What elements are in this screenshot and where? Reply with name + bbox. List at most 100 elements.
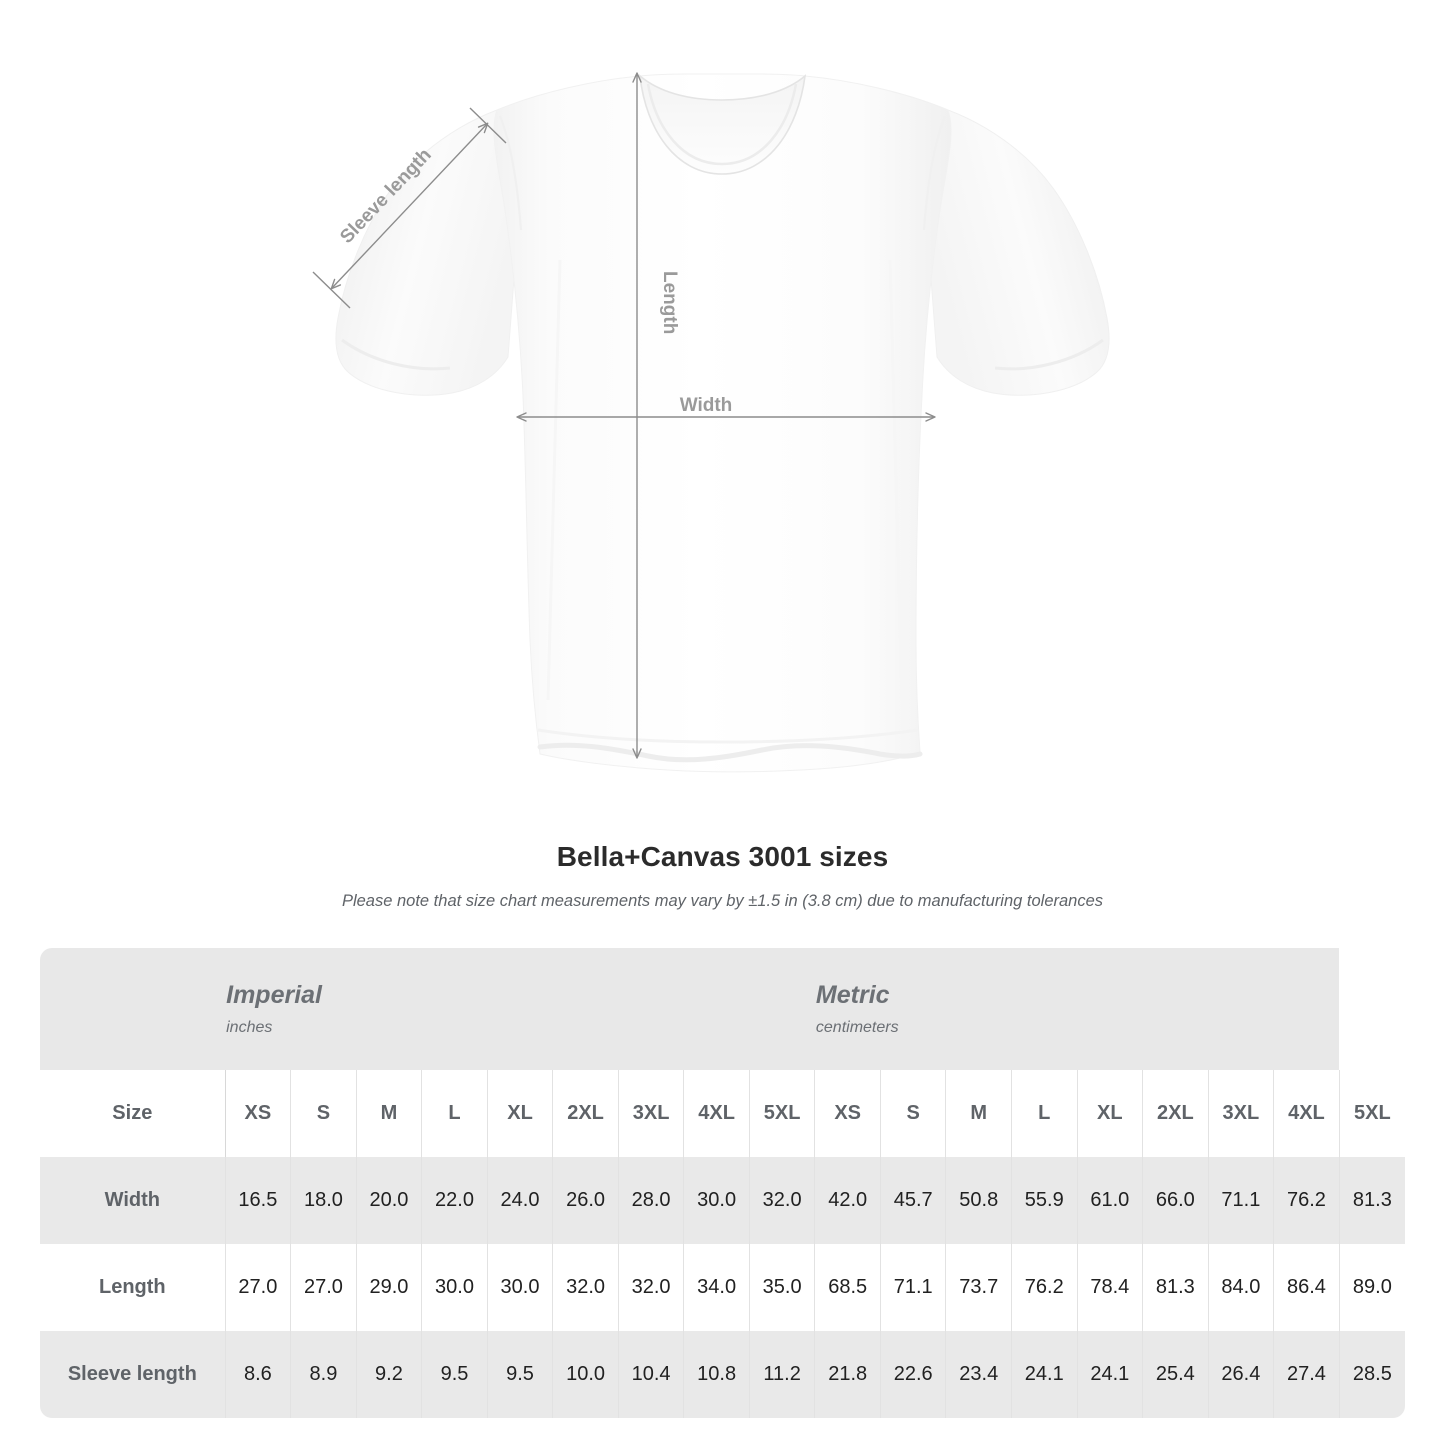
cell-width-16: 76.2 [1273,1157,1340,1244]
unit-band-spacer [40,948,226,1070]
cell-sleeve-11: 23.4 [945,1331,1012,1418]
cell-length-1: 27.0 [290,1244,357,1331]
cell-width-0: 16.5 [224,1157,291,1244]
sleeve-length-arrow [330,122,489,290]
cell-sleeve-2: 9.2 [355,1331,422,1418]
cell-length-15: 84.0 [1207,1244,1274,1331]
shirt-hem-line [537,728,919,744]
cell-width-3: 22.0 [421,1157,488,1244]
cell-sleeve-9: 21.8 [814,1331,881,1418]
size-table-container: Imperial inches Metric centimeters Size … [40,948,1405,1418]
cell-sleeve-3: 9.5 [421,1331,488,1418]
row-label-width: Width [40,1157,226,1244]
size-header-row: Size XS S M L XL 2XL 3XL 4XL 5XL XS S M … [40,1070,1405,1157]
size-col-10: S [879,1070,946,1157]
cell-width-2: 20.0 [355,1157,422,1244]
size-chart-heading: Bella+Canvas 3001 sizes Please note that… [0,840,1445,912]
tolerance-note: Please note that size chart measurements… [341,892,1104,910]
row-label-sleeve-length: Sleeve length [40,1331,226,1418]
cell-sleeve-7: 10.8 [683,1331,750,1418]
table-row: Length 27.0 27.0 29.0 30.0 30.0 32.0 32.… [40,1244,1405,1331]
tshirt-measurement-diagram: Sleeve length Length Width [312,72,1110,773]
cell-width-4: 24.0 [486,1157,553,1244]
width-dimension: Width [516,395,936,422]
size-col-13: XL [1076,1070,1143,1157]
cell-length-9: 68.5 [814,1244,881,1331]
cell-sleeve-12: 24.1 [1011,1331,1078,1418]
cell-sleeve-17: 28.5 [1338,1331,1405,1418]
cell-width-17: 81.3 [1338,1157,1405,1244]
page-title: Bella+Canvas 3001 sizes [556,841,889,872]
imperial-subtitle: inches [226,1019,273,1036]
cell-width-11: 50.8 [945,1157,1012,1244]
row-label-length: Length [40,1244,226,1331]
size-col-5: 2XL [552,1070,619,1157]
cell-length-7: 34.0 [683,1244,750,1331]
cell-sleeve-15: 26.4 [1207,1331,1274,1418]
size-col-7: 4XL [683,1070,750,1157]
size-col-12: L [1011,1070,1078,1157]
cell-width-10: 45.7 [879,1157,946,1244]
size-col-4: XL [486,1070,553,1157]
cell-length-14: 81.3 [1142,1244,1209,1331]
size-col-11: M [945,1070,1012,1157]
cell-width-12: 55.9 [1011,1157,1078,1244]
shirt-hem [537,742,923,763]
width-label: Width [680,395,733,416]
cell-sleeve-10: 22.6 [879,1331,946,1418]
cell-width-15: 71.1 [1207,1157,1274,1244]
unit-system-band: Imperial inches Metric centimeters [40,948,1405,1070]
cell-width-13: 61.0 [1076,1157,1143,1244]
cell-length-3: 30.0 [421,1244,488,1331]
cell-width-8: 32.0 [748,1157,815,1244]
metric-group-header: Metric centimeters [814,948,1340,1070]
cell-sleeve-0: 8.6 [224,1331,291,1418]
cell-sleeve-5: 10.0 [552,1331,619,1418]
metric-subtitle: centimeters [815,1019,899,1036]
cell-length-8: 35.0 [748,1244,815,1331]
size-col-8: 5XL [748,1070,815,1157]
cell-length-11: 73.7 [945,1244,1012,1331]
left-shoulder-seam [498,115,523,231]
cell-length-17: 89.0 [1338,1244,1405,1331]
cell-sleeve-16: 27.4 [1273,1331,1340,1418]
cell-length-13: 78.4 [1076,1244,1143,1331]
size-col-9: XS [814,1070,881,1157]
cell-width-14: 66.0 [1142,1157,1209,1244]
imperial-group-header: Imperial inches [225,948,815,1070]
cell-length-2: 29.0 [355,1244,422,1331]
size-header-label: Size [40,1070,226,1157]
cell-width-9: 42.0 [814,1157,881,1244]
fabric-fold-right [888,259,904,701]
cell-width-1: 18.0 [290,1157,357,1244]
size-col-1: S [290,1070,357,1157]
cell-sleeve-14: 25.4 [1142,1331,1209,1418]
table-row: Sleeve length 8.6 8.9 9.2 9.5 9.5 10.0 1… [40,1331,1405,1418]
right-sleeve [924,109,1110,396]
cell-length-4: 30.0 [486,1244,553,1331]
size-table: Imperial inches Metric centimeters Size … [40,948,1405,1418]
left-sleeve-hem [341,338,451,371]
cell-width-5: 26.0 [552,1157,619,1244]
size-col-17: 5XL [1338,1070,1405,1157]
cell-width-7: 30.0 [683,1157,750,1244]
shirt-collar-inner [646,83,798,166]
cell-sleeve-8: 11.2 [748,1331,815,1418]
size-col-2: M [355,1070,422,1157]
size-col-15: 3XL [1207,1070,1274,1157]
tshirt-illustration: Sleeve length Length Width [312,72,1110,773]
size-col-3: L [421,1070,488,1157]
metric-title: Metric [815,981,890,1009]
cell-length-12: 76.2 [1011,1244,1078,1331]
size-col-0: XS [224,1070,291,1157]
right-sleeve-hem [994,338,1104,371]
cell-length-6: 32.0 [617,1244,684,1331]
shirt-torso [493,73,952,773]
right-shoulder-seam [922,115,947,231]
cell-length-5: 32.0 [552,1244,619,1331]
cell-length-10: 71.1 [879,1244,946,1331]
sleeve-length-tick-top [469,107,507,144]
length-label: Length [659,271,680,334]
size-col-14: 2XL [1142,1070,1209,1157]
cell-length-0: 27.0 [224,1244,291,1331]
